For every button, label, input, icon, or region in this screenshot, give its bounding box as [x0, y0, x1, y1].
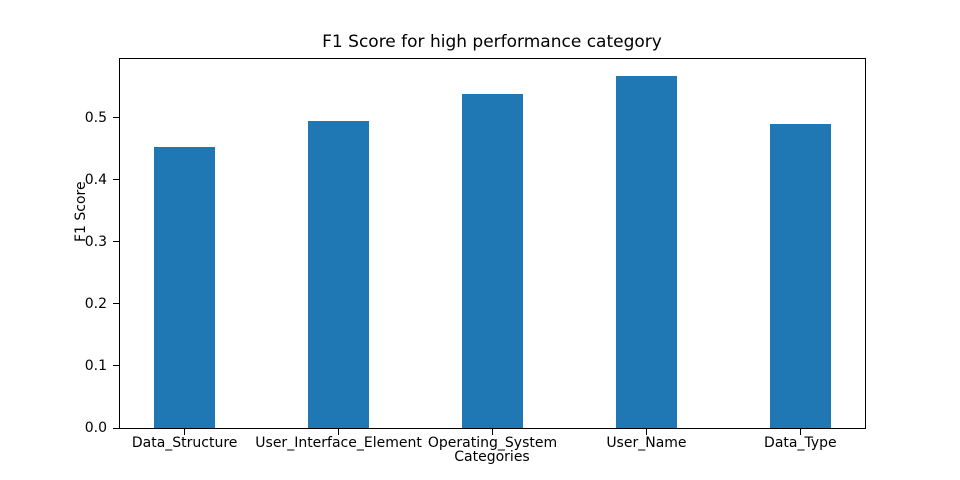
y-tick-mark: [113, 117, 119, 119]
bar-user_interface_element: [307, 121, 370, 428]
y-tick-label: 0.4: [84, 171, 107, 188]
x-tick-mark: [799, 429, 801, 435]
x-tick-label-data_type: Data_Type: [764, 435, 837, 451]
bar-user_name: [615, 76, 678, 428]
y-tick-mark: [113, 179, 119, 181]
y-tick-label: 0.2: [84, 295, 107, 312]
x-tick-mark: [645, 429, 647, 435]
x-tick-label-user_name: User_Name: [606, 435, 687, 451]
x-tick-label-operating_system: Operating_System: [427, 435, 558, 451]
y-tick-mark: [113, 303, 119, 305]
y-tick-label: 0.0: [84, 420, 107, 436]
y-tick-mark: [113, 365, 119, 367]
plot-area: 0.0 0.1 0.2 0.3 0.4 0.5 Data_Structure User_Int…: [85, 58, 866, 450]
chart-title: F1 Score for high performance category: [322, 32, 662, 52]
x-tick-mark: [338, 429, 340, 435]
bar-operating_system: [461, 94, 524, 428]
x-tick-label-user_interface_element: User_Interface_Element: [255, 435, 422, 451]
x-tick-label-data_structure: Data_Structure: [131, 435, 238, 451]
y-tick-label: 0.3: [84, 233, 107, 250]
y-tick-label: 0.1: [84, 357, 107, 374]
y-tick-mark: [113, 241, 119, 243]
y-tick-mark: [113, 427, 119, 429]
x-tick-mark: [492, 429, 493, 435]
bar-data_structure: [153, 147, 216, 428]
y-axis-label: F1 Score: [73, 181, 89, 242]
x-axis-label: Categories: [454, 449, 530, 465]
x-tick-mark: [184, 429, 186, 435]
bar-data_type: [769, 124, 832, 428]
y-tick-label: 0.5: [84, 109, 107, 126]
